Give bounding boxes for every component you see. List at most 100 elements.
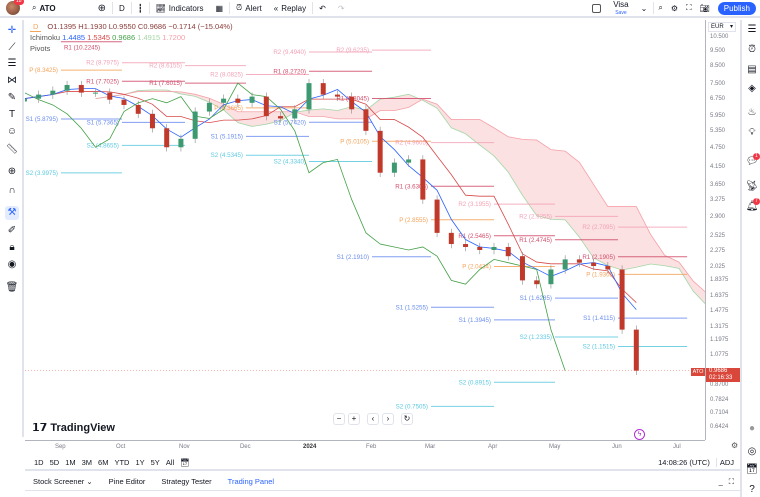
pivot-label-r1: R1 (2.5465) (458, 233, 491, 240)
emoji-icon[interactable]: ☺ (6, 126, 18, 137)
range-1m[interactable]: 1M (65, 457, 76, 467)
templates-button[interactable]: ▦ (209, 0, 229, 16)
pencil-lock-icon[interactable]: ✐ (7, 225, 17, 236)
fullscreen-button[interactable]: ⛶ (682, 0, 696, 16)
range-1d[interactable]: 1D (34, 457, 44, 467)
lightning-icon[interactable]: ϟ (634, 429, 645, 440)
quick-search-button[interactable]: ⌕ (654, 0, 666, 16)
layout-menu-button[interactable]: ⌄ (635, 0, 654, 16)
axis-settings-icon[interactable]: ⚙ (731, 441, 739, 450)
tradingview-logo[interactable]: 𝟭𝟳 TradingView (32, 421, 115, 434)
candles (25, 78, 639, 375)
time-axis[interactable]: Sep Oct Nov Dec 2024 Feb Mar Apr May Jun Jul (25, 440, 705, 454)
candle-up (249, 96, 255, 103)
symbol-search-button[interactable]: ⌕ ATO (26, 0, 62, 16)
brush-icon[interactable]: ✎ (7, 92, 17, 103)
pivot-label-r1: R1 (7.7025) (86, 78, 119, 85)
replay-button[interactable]: «Replay (268, 0, 312, 16)
candle-down (477, 246, 483, 250)
range-6m[interactable]: 6M (98, 457, 109, 467)
watchlist-icon[interactable]: ☰ (747, 24, 757, 35)
trend-line-icon[interactable]: ⟋ (8, 42, 16, 53)
redo-button[interactable]: ↷ (332, 0, 351, 16)
alert-label: Alert (245, 3, 262, 13)
eye-icon[interactable]: ◉ (7, 259, 17, 270)
magnet-icon[interactable]: ∩ (8, 185, 16, 196)
clock[interactable]: 14:08:26 (UTC) (655, 457, 717, 467)
publish-button[interactable]: Publish (717, 1, 756, 15)
status-dot-icon[interactable]: ● (748, 423, 756, 434)
range-5y[interactable]: 5Y (150, 457, 160, 467)
help-icon[interactable]: ? (749, 484, 755, 495)
stay-in-drawing-icon[interactable]: ⚒ (5, 206, 19, 220)
indicators-button[interactable]: 📈︎ Indicators (150, 0, 210, 16)
ichimoku-row[interactable]: Ichimoku 1.4485 1.5345 0.9686 1.4915 1.7… (30, 32, 233, 43)
layers-icon[interactable]: ◈ (748, 83, 756, 94)
avatar[interactable]: 18 (6, 0, 24, 15)
fib-retracement-icon[interactable]: ☰ (7, 58, 17, 69)
tab-stock-screener[interactable]: Stock Screener ⌄ (25, 477, 101, 486)
crosshair-icon[interactable]: ✛ (7, 25, 17, 36)
ideas-bulb-icon[interactable]: 💡︎ (748, 127, 756, 138)
pattern-icon[interactable]: ⋈ (7, 75, 17, 86)
adjust-button[interactable]: ADJ (719, 457, 734, 467)
divider (229, 2, 231, 14)
chart-type-button[interactable]: ┇ (132, 0, 149, 16)
zoom-out-button[interactable]: − (333, 413, 345, 425)
pivots-label: Pivots (30, 44, 51, 53)
range-1y[interactable]: 1Y (135, 457, 145, 467)
tab-pine-editor[interactable]: Pine Editor (108, 477, 146, 486)
price-chart[interactable]: R1 (10.2245) P (8.3425) S1 (5.8795) S2 (3.9… (25, 20, 705, 440)
alarm-clock-icon[interactable]: ⏰︎ (748, 44, 756, 55)
target-icon[interactable]: ◎ (747, 446, 757, 457)
candle-down (78, 84, 84, 93)
pivot-label-r2: R2 (8.6155) (149, 63, 182, 70)
candle-up (50, 90, 56, 95)
reset-chart-button[interactable]: ↻ (401, 413, 413, 425)
maximize-panel-icon[interactable]: ⛶ (728, 476, 734, 486)
date-range-icon[interactable]: 📅︎ (180, 457, 190, 467)
snapshot-button[interactable]: 📷︎ (696, 0, 714, 16)
layout-name-button[interactable]: Visa Save (607, 0, 634, 17)
undo-button[interactable]: ↶ (313, 0, 332, 16)
candle-down (149, 113, 155, 129)
settings-button[interactable]: ⚙ (667, 0, 682, 16)
chat-icon[interactable]: 💬︎ 1 (745, 153, 760, 167)
price-axis[interactable]: EUR ▾ 10.500 9.500 8.500 7.500 6.750 5.950 5.3… (705, 20, 741, 440)
minimize-panel-icon[interactable]: _ (718, 477, 723, 486)
tab-strategy-tester[interactable]: Strategy Tester (161, 477, 212, 486)
ruler-icon[interactable]: 📏︎ (5, 144, 19, 155)
notifications-bell-icon[interactable]: 🔔︎ 7 (745, 198, 760, 212)
pivots-row[interactable]: Pivots (30, 43, 233, 54)
alert-button[interactable]: ⏰︎ Alert (230, 0, 268, 16)
scroll-left-button[interactable]: ‹ (367, 413, 379, 425)
text-icon[interactable]: T (8, 109, 16, 120)
time-tick: Dec (239, 444, 251, 450)
add-list-icon[interactable]: ▤ (747, 64, 757, 75)
hotlist-flame-icon[interactable]: ♨ (747, 107, 757, 118)
scroll-right-button[interactable]: › (382, 413, 394, 425)
trash-icon[interactable]: 🗑︎ (5, 282, 19, 293)
notification-badge: 18 (14, 0, 24, 5)
pivot-label-s1: S1 (1.6285) (520, 295, 552, 302)
range-3m[interactable]: 3M (81, 457, 93, 467)
range-all[interactable]: All (165, 457, 175, 467)
candle-down (463, 244, 469, 247)
replay-label: Replay (281, 3, 307, 13)
candle-down (235, 98, 241, 103)
calendar-icon[interactable]: 📅︎ (745, 464, 759, 475)
symbol-price-tag: ATO (691, 367, 705, 376)
tab-trading-panel[interactable]: Trading Panel (227, 477, 275, 486)
candle-up (36, 94, 42, 99)
layout-toggle-button[interactable] (586, 0, 607, 16)
range-5d[interactable]: 5D (49, 457, 60, 467)
price-tick: 1.1975 (710, 337, 729, 344)
zoom-in-button[interactable]: + (348, 413, 360, 425)
streams-icon[interactable]: 📡︎ (745, 181, 759, 192)
lock-icon[interactable]: 🔒︎ (9, 242, 15, 253)
range-ytd[interactable]: YTD (114, 457, 130, 467)
zoom-in-icon[interactable]: ⊕ (7, 166, 17, 177)
interval-button[interactable]: D (119, 3, 125, 13)
compare-button[interactable]: ⊕ (92, 0, 112, 16)
currency-select[interactable]: EUR ▾ (708, 22, 736, 32)
